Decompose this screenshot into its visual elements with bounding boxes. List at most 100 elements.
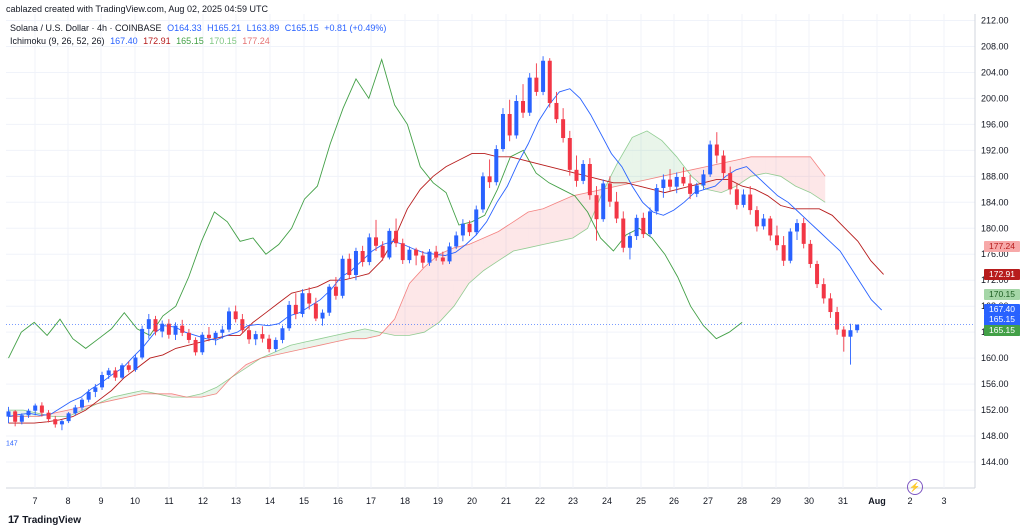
candle-down — [554, 102, 559, 120]
tradingview-logo[interactable]: 17 TradingView — [8, 514, 81, 526]
candle-down — [347, 258, 352, 276]
candle-up — [527, 77, 532, 113]
candle-down — [748, 194, 753, 211]
price-tag-label: 165.15 — [989, 313, 1015, 324]
cloud-bearish-segment — [498, 221, 514, 261]
candle-up — [6, 411, 11, 417]
candle-up — [581, 163, 586, 181]
symbol-legend-row[interactable]: Solana / U.S. Dollar · 4h · COINBASE O16… — [10, 22, 389, 35]
cloud-bearish-segment — [483, 231, 499, 271]
cloud-bullish-segment — [617, 137, 633, 187]
candle-up — [106, 370, 111, 376]
indicator-lead-b-value: 177.24 — [242, 36, 270, 46]
candle-down — [53, 419, 58, 425]
y-tick-label: 200.00 — [981, 93, 1009, 103]
indicator-legend-row[interactable]: Ichimoku (9, 26, 52, 26) 167.40 172.91 1… — [10, 35, 389, 48]
x-tick-label: Aug — [868, 496, 886, 506]
y-tick-label: 192.00 — [981, 145, 1009, 155]
cloud-bullish-segment — [201, 387, 217, 398]
x-tick-label: 30 — [804, 496, 814, 506]
x-tick-label: 29 — [771, 496, 781, 506]
candle-down — [734, 189, 739, 205]
candle-up — [601, 183, 606, 220]
candle-down — [487, 176, 492, 183]
candle-down — [400, 243, 405, 261]
candle-down — [153, 319, 158, 332]
candle-up — [200, 334, 205, 353]
candle-up — [761, 218, 766, 227]
candle-up — [93, 387, 98, 392]
candle-down — [781, 245, 786, 261]
legend: Solana / U.S. Dollar · 4h · COINBASE O16… — [10, 22, 389, 48]
candle-up — [140, 328, 145, 358]
candle-down — [467, 223, 472, 233]
ohlc-change: +0.81 (+0.49%) — [324, 23, 387, 33]
candle-down — [754, 210, 759, 227]
candle-down — [801, 223, 806, 244]
candle-up — [494, 149, 499, 183]
candle-up — [661, 179, 666, 189]
candle-up — [514, 101, 519, 136]
candle-up — [500, 113, 505, 150]
lagging-span-line — [8, 57, 743, 359]
candle-down — [180, 325, 185, 333]
ohlc-high: H165.21 — [207, 23, 242, 33]
candle-up — [460, 223, 465, 236]
cloud-bearish-segment — [394, 283, 410, 336]
candle-down — [835, 312, 840, 330]
candle-down — [193, 339, 198, 353]
indicator-conversion-value: 167.40 — [110, 36, 138, 46]
x-tick-label: 8 — [65, 496, 70, 506]
candle-up — [795, 223, 800, 232]
candle-down — [721, 155, 726, 174]
cloud-bullish-segment — [350, 328, 365, 339]
indicator-name: Ichimoku (9, 26, 52, 26) — [10, 36, 105, 46]
y-tick-label: 160.00 — [981, 353, 1009, 363]
cloud-bearish-segment — [750, 156, 766, 177]
candle-down — [434, 251, 439, 258]
candle-down — [587, 163, 592, 196]
candle-down — [808, 243, 813, 264]
y-tick-label: 144.00 — [981, 457, 1009, 467]
candle-down — [681, 176, 686, 184]
y-tick-label: 148.00 — [981, 431, 1009, 441]
y-tick-label: 208.00 — [981, 41, 1009, 51]
x-tick-label: 10 — [130, 496, 140, 506]
candle-up — [79, 399, 84, 408]
candle-up — [220, 329, 225, 333]
candle-up — [427, 251, 432, 263]
cloud-bearish-segment — [453, 244, 469, 307]
candle-down — [420, 255, 425, 263]
x-tick-label: 16 — [333, 496, 343, 506]
candle-up — [701, 174, 706, 186]
x-tick-label: 17 — [366, 496, 376, 506]
candle-up — [66, 413, 71, 422]
x-tick-label: 21 — [501, 496, 511, 506]
y-tick-label: 172.00 — [981, 275, 1009, 285]
candle-down — [206, 334, 211, 339]
candle-down — [13, 411, 18, 422]
cloud-bullish-segment — [661, 140, 677, 177]
x-tick-label: 12 — [198, 496, 208, 506]
candle-up — [848, 330, 853, 337]
candle-up — [300, 293, 305, 314]
y-tick-label: 152.00 — [981, 405, 1009, 415]
y-tick-label: 196.00 — [981, 119, 1009, 129]
candle-down — [39, 405, 44, 413]
candle-down — [260, 334, 265, 339]
flash-icon[interactable]: ⚡ — [907, 479, 923, 495]
cloud-bearish-segment — [53, 410, 68, 417]
candle-up — [708, 144, 713, 175]
cloud-bullish-segment — [676, 156, 692, 177]
candle-down — [841, 329, 846, 337]
candle-down — [166, 323, 171, 335]
candle-up — [73, 407, 78, 414]
candle-down — [293, 304, 298, 314]
candle-up — [26, 410, 31, 416]
price-tag: 177.24 — [984, 240, 1020, 252]
base-line — [8, 153, 884, 424]
x-tick-label: 23 — [568, 496, 578, 506]
candle-up — [634, 217, 639, 237]
cloud-bearish-segment — [557, 195, 573, 242]
